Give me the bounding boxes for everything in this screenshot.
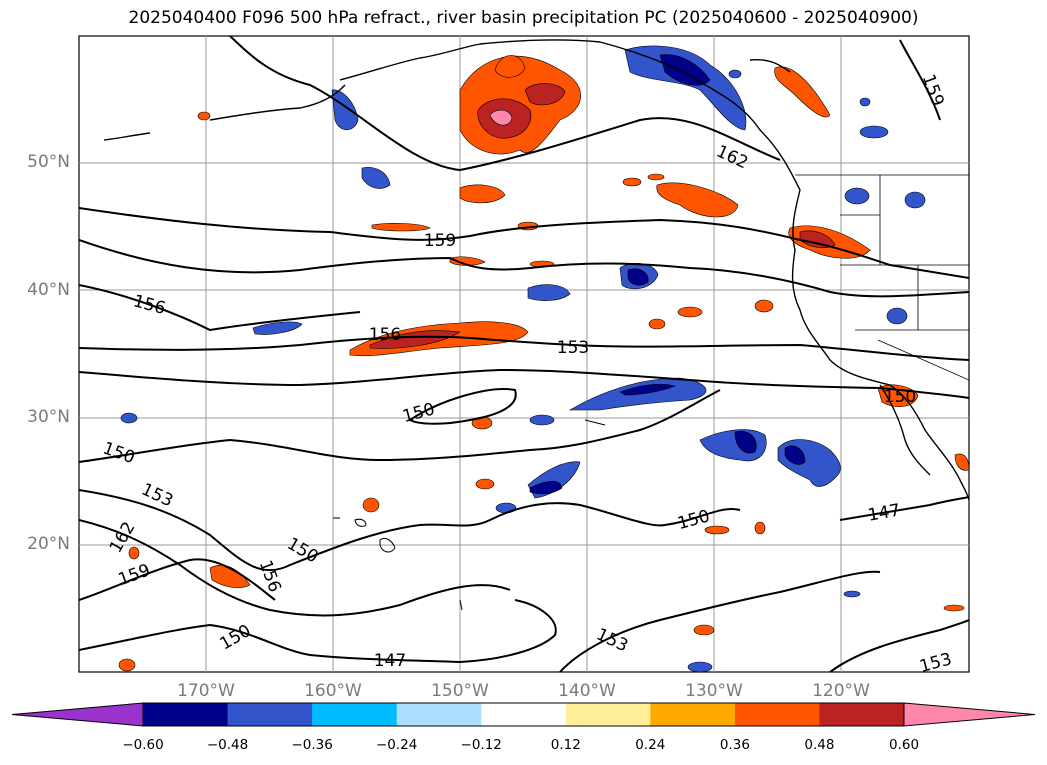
lat-label: 50°N <box>27 152 70 172</box>
map-title: 2025040400 F096 500 hPa refract., river … <box>128 8 919 28</box>
lon-label: 130°W <box>685 681 743 701</box>
contour-label: 159 <box>424 231 456 251</box>
lon-label: 150°W <box>431 681 489 701</box>
colorbar-tick-label: −0.36 <box>291 737 333 753</box>
colorbar-segment <box>565 703 651 726</box>
colorbar-segment <box>819 703 905 726</box>
islands <box>333 419 606 611</box>
colorbar-segment <box>650 703 736 726</box>
lat-label: 30°N <box>27 407 70 427</box>
lon-label: 140°W <box>558 681 616 701</box>
colorbar-tick-label: 0.36 <box>719 737 750 753</box>
colorbar-tick-label: −0.12 <box>460 737 502 753</box>
colorbar-tick-label: 0.12 <box>550 737 581 753</box>
colorbar-tick-label: 0.24 <box>635 737 666 753</box>
colorbar-segment <box>481 703 567 726</box>
contour-label: 153 <box>917 649 954 677</box>
borders <box>795 174 969 381</box>
colorbar-segment <box>734 703 820 726</box>
colorbar <box>11 702 1036 727</box>
colorbar-extend-low <box>11 702 144 727</box>
lon-label: 170°W <box>177 681 235 701</box>
lat-label: 20°N <box>27 534 70 554</box>
colorbar-tick-label: 0.60 <box>888 737 920 753</box>
lon-label: 120°W <box>812 681 870 701</box>
colorbar-tick-label: −0.60 <box>122 737 164 753</box>
contour-lines <box>79 36 969 672</box>
colorbar-segment <box>227 703 313 726</box>
coastlines <box>103 39 969 501</box>
contour-label: 150 <box>884 387 916 407</box>
colorbar-outline <box>142 702 905 727</box>
contour-label: 153 <box>557 338 589 358</box>
precip-shading <box>118 45 969 672</box>
contour-label: 156 <box>369 325 401 345</box>
colorbar-segment <box>396 703 482 726</box>
colorbar-segment <box>143 703 229 726</box>
colorbar-segment <box>312 703 398 726</box>
gridlines <box>79 36 969 672</box>
colorbar-tick-label: −0.48 <box>206 737 249 753</box>
lon-label: 160°W <box>304 681 362 701</box>
colorbar-tick-label: −0.24 <box>375 737 418 753</box>
lat-label: 40°N <box>27 280 70 300</box>
contour-label: 147 <box>374 651 406 671</box>
colorbar-tick-label: 0.48 <box>804 737 835 753</box>
colorbar-extend-high <box>903 702 1036 727</box>
